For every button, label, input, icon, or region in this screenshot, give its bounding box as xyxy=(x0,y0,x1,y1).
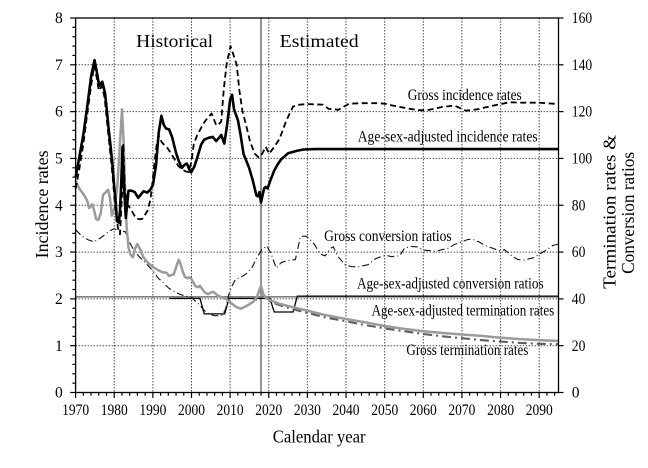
svg-text:Termination rates &: Termination rates & xyxy=(600,135,620,289)
svg-text:3: 3 xyxy=(55,244,63,261)
svg-text:Age-sex-adjusted incidence rat: Age-sex-adjusted incidence rates xyxy=(358,129,538,146)
svg-text:2010: 2010 xyxy=(217,402,244,419)
svg-text:2080: 2080 xyxy=(487,402,514,419)
svg-text:2: 2 xyxy=(55,291,63,308)
svg-text:1980: 1980 xyxy=(101,402,128,419)
svg-text:2050: 2050 xyxy=(371,402,398,419)
svg-text:2020: 2020 xyxy=(255,402,282,419)
svg-text:8: 8 xyxy=(55,10,63,27)
svg-text:Gross termination rates: Gross termination rates xyxy=(406,342,528,359)
svg-text:2060: 2060 xyxy=(410,402,437,419)
svg-text:2090: 2090 xyxy=(526,402,553,419)
svg-text:2070: 2070 xyxy=(448,402,475,419)
svg-text:Incidence rates: Incidence rates xyxy=(32,150,52,258)
svg-text:20: 20 xyxy=(572,338,586,355)
svg-text:Age-sex-adjusted conversion ra: Age-sex-adjusted conversion ratios xyxy=(357,276,544,293)
svg-text:Estimated: Estimated xyxy=(280,31,359,51)
svg-text:160: 160 xyxy=(572,10,593,27)
svg-text:Historical: Historical xyxy=(136,31,213,51)
svg-text:0: 0 xyxy=(55,385,63,402)
svg-text:1: 1 xyxy=(55,338,63,355)
svg-text:60: 60 xyxy=(572,244,586,261)
svg-text:100: 100 xyxy=(572,151,593,168)
svg-text:Age-sex-adjusted termination r: Age-sex-adjusted termination rates xyxy=(372,303,555,320)
svg-text:0: 0 xyxy=(572,385,580,402)
svg-text:Gross conversion ratios: Gross conversion ratios xyxy=(324,228,452,245)
svg-text:1990: 1990 xyxy=(139,402,166,419)
svg-text:40: 40 xyxy=(572,291,586,308)
svg-text:140: 140 xyxy=(572,57,593,74)
svg-text:2000: 2000 xyxy=(178,402,205,419)
svg-text:2040: 2040 xyxy=(333,402,360,419)
svg-text:80: 80 xyxy=(572,197,586,214)
svg-text:Calendar year: Calendar year xyxy=(273,427,366,447)
svg-text:120: 120 xyxy=(572,104,593,121)
svg-text:Conversion ratios: Conversion ratios xyxy=(618,152,638,274)
svg-text:1970: 1970 xyxy=(62,402,89,419)
svg-text:7: 7 xyxy=(55,57,63,74)
svg-text:Gross incidence rates: Gross incidence rates xyxy=(408,87,522,104)
svg-text:2030: 2030 xyxy=(294,402,321,419)
svg-text:6: 6 xyxy=(55,104,63,121)
svg-text:5: 5 xyxy=(55,151,63,168)
svg-text:4: 4 xyxy=(55,197,63,214)
